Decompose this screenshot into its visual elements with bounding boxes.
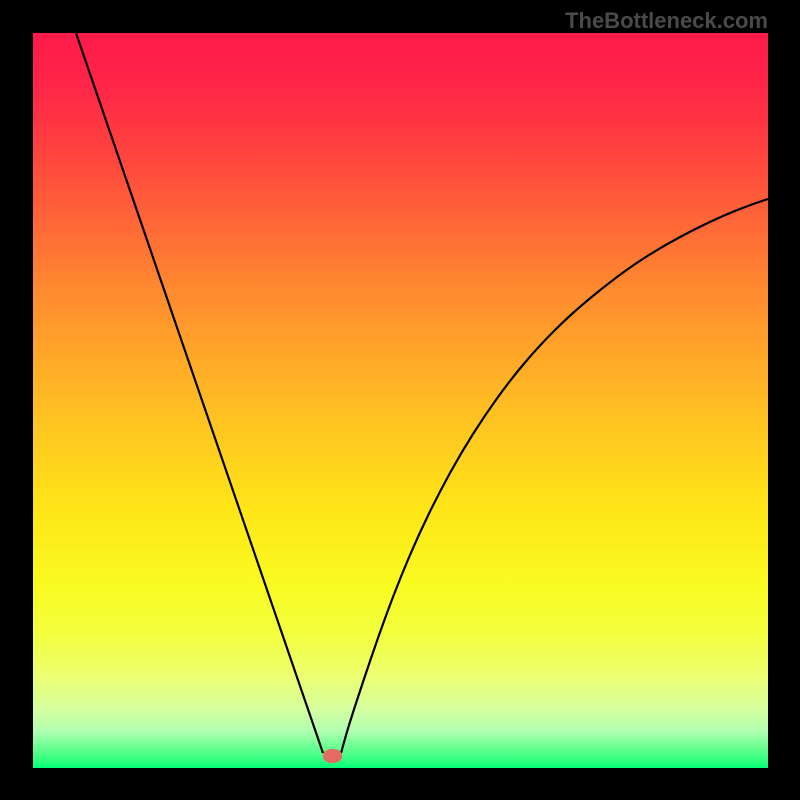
minimum-marker — [323, 749, 342, 763]
plot-area — [33, 33, 768, 768]
watermark-text: TheBottleneck.com — [565, 8, 768, 34]
chart-container: TheBottleneck.com — [0, 0, 800, 800]
gradient-background — [33, 33, 768, 768]
